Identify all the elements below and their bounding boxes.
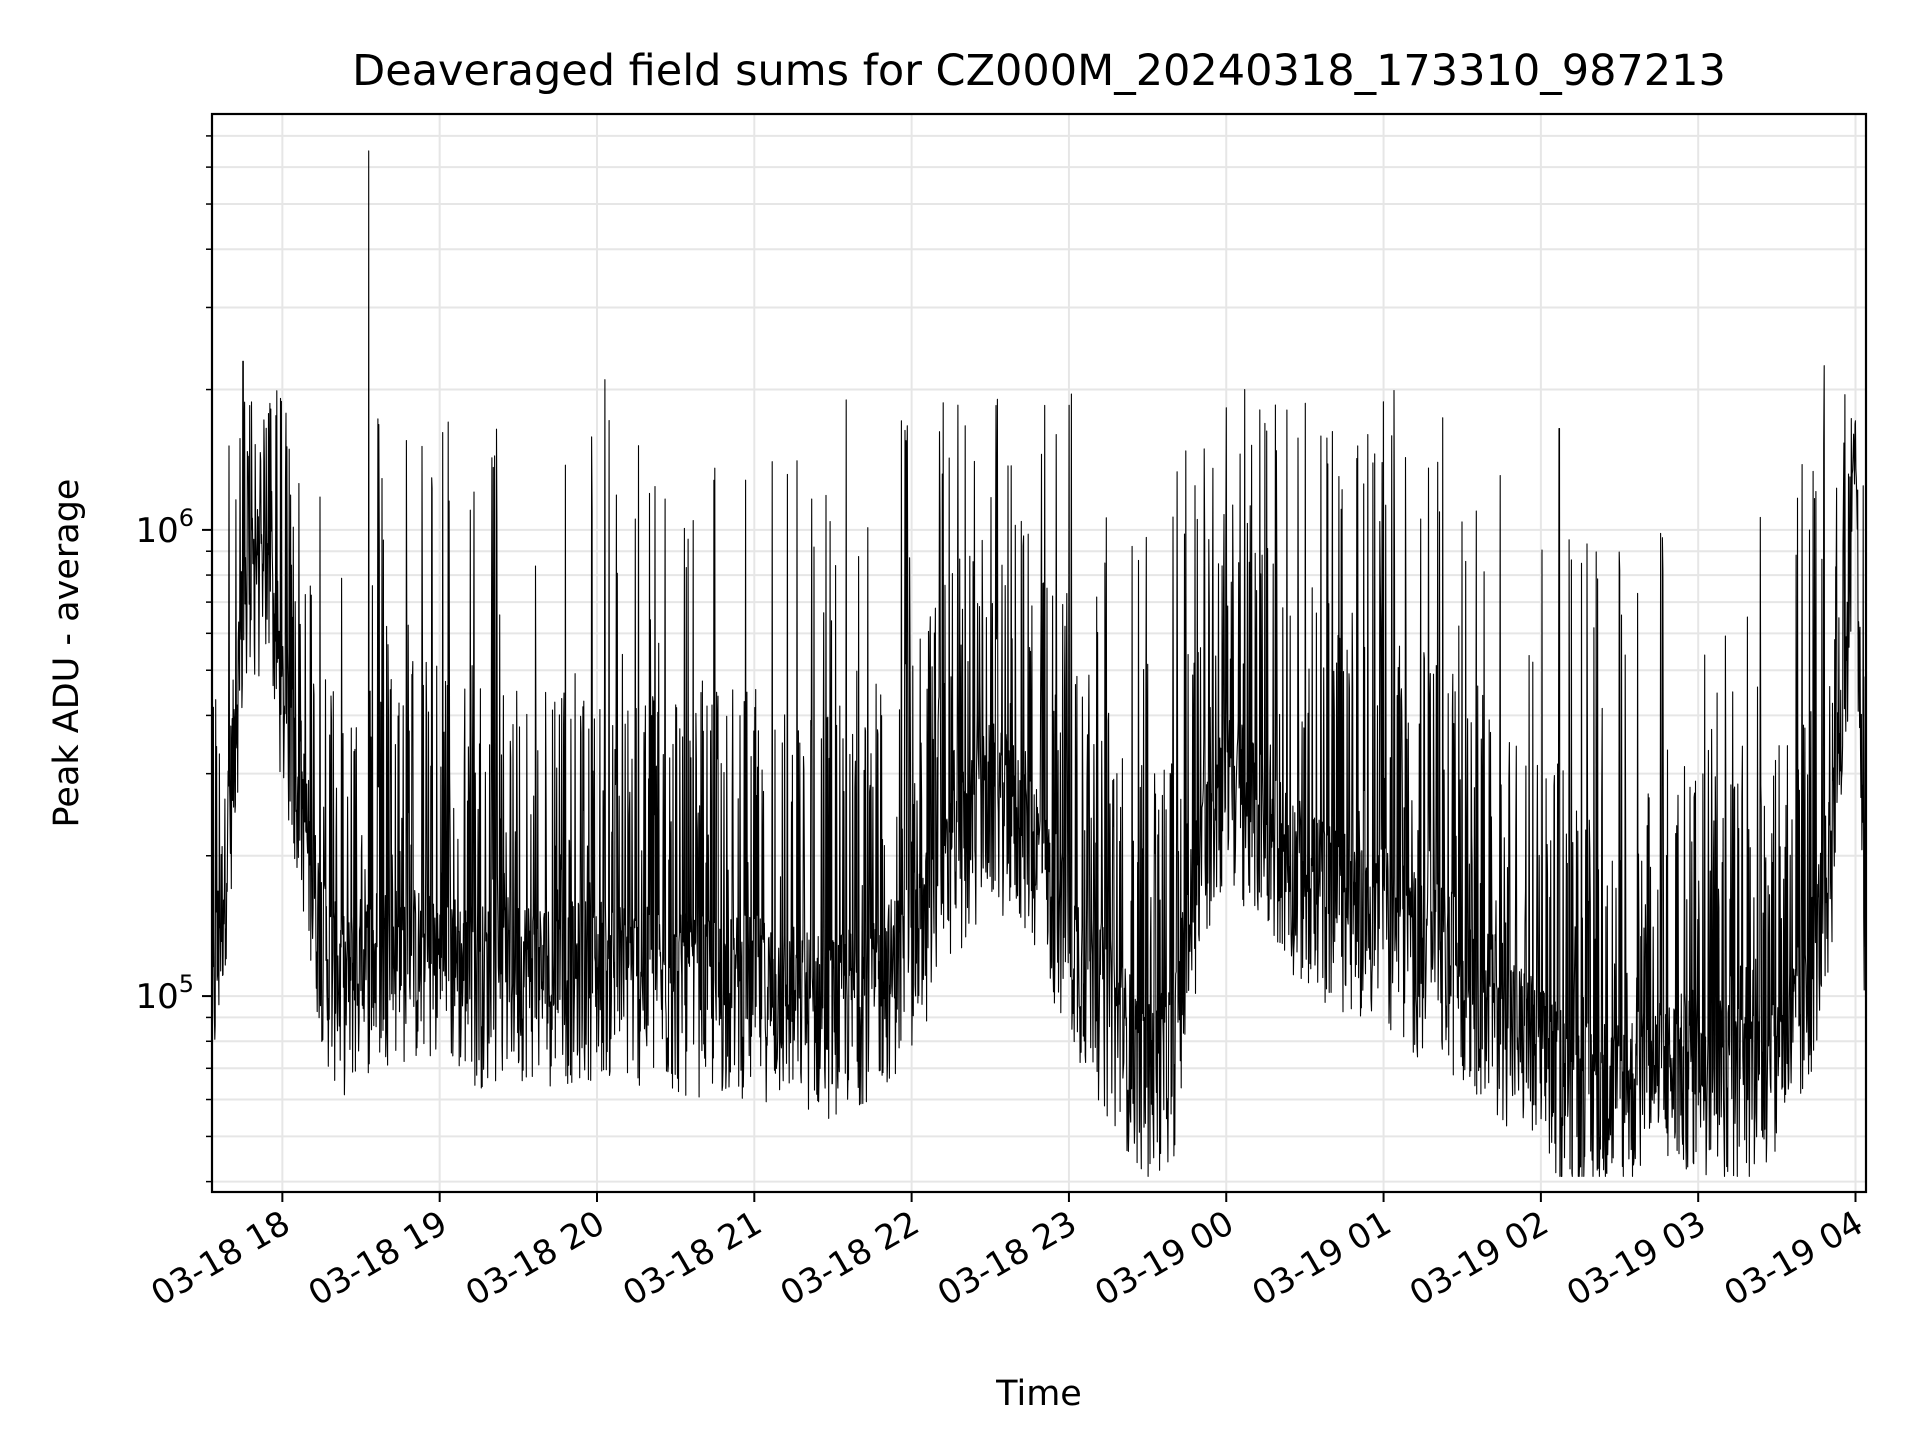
chart-title: Deaveraged field sums for CZ000M_2024031… bbox=[352, 46, 1726, 96]
grid bbox=[212, 114, 1866, 1192]
series-line bbox=[211, 150, 1867, 1177]
y-tick-label: 105 bbox=[135, 970, 194, 1017]
y-axis: 105 106 bbox=[135, 135, 212, 1183]
series-trace bbox=[211, 150, 1867, 1177]
y-axis-label: Peak ADU - average bbox=[47, 479, 87, 828]
y-tick-label: 106 bbox=[135, 504, 194, 551]
plot-frame bbox=[210, 112, 1868, 1194]
x-axis-label: Time bbox=[995, 1374, 1082, 1414]
